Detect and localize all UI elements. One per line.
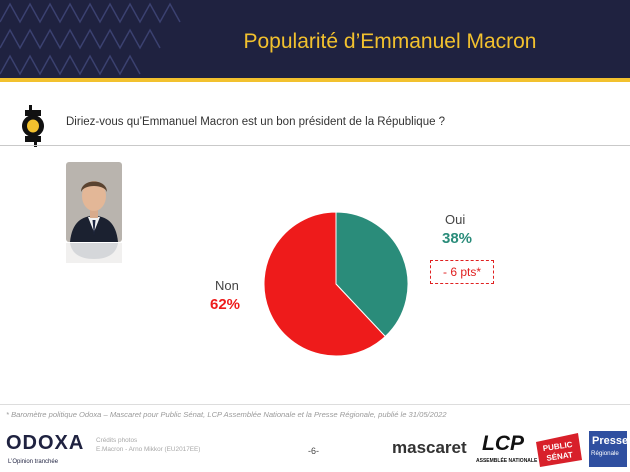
- page-number: -6-: [308, 446, 319, 456]
- presse-logo-text: Presse: [592, 435, 629, 447]
- value-label-oui: 38%: [442, 230, 473, 247]
- footnote-divider: [0, 404, 630, 405]
- header-banner: Popularité d’Emmanuel Macron: [0, 0, 630, 78]
- evolution-badge: - 6 pts*: [430, 260, 494, 284]
- header-pattern: [0, 2, 181, 76]
- public-senat-line-1: PUBLIC: [542, 440, 573, 453]
- legend-label-non: Non: [215, 278, 239, 293]
- regionale-logo-text: Régionale: [591, 450, 619, 457]
- header-divider: [0, 78, 630, 82]
- portrait-photo: [66, 162, 122, 242]
- pie-slice-non: [263, 211, 386, 357]
- footnote: * Baromètre politique Odoxa – Mascaret p…: [6, 410, 447, 419]
- credits-line-2: E.Macron - Arno Mikkor (EU2017EE): [96, 446, 201, 453]
- survey-question: Diriez-vous qu’Emmanuel Macron est un bo…: [66, 116, 446, 128]
- lcp-subtitle: ASSEMBLÉE NATIONALE: [476, 458, 538, 464]
- public-senat-line-2: SÉNAT: [546, 450, 574, 463]
- odoxa-question-icon: [22, 105, 44, 147]
- value-label-non: 62%: [210, 296, 241, 313]
- credits-line-1: Crédits photos: [96, 437, 138, 444]
- mascaret-logo: mascaret: [392, 438, 467, 457]
- public-senat-logo: PUBLIC SÉNAT: [536, 433, 582, 467]
- presse-regionale-logo: [589, 431, 627, 467]
- odoxa-logo: ODOXA: [6, 432, 85, 454]
- question-divider: [0, 145, 630, 146]
- footer: ODOXA L’Opinion tranchée Crédits photos …: [0, 426, 630, 472]
- pie-slice-oui: [335, 211, 409, 338]
- photo-credits: Crédits photos E.Macron - Arno Mikkor (E…: [96, 436, 200, 454]
- page-title: Popularité d’Emmanuel Macron: [243, 30, 537, 53]
- lcp-logo: LCP: [482, 432, 524, 455]
- legend-label-oui: Oui: [445, 212, 466, 227]
- odoxa-tagline: L’Opinion tranchée: [8, 459, 59, 465]
- portrait-reflection: [66, 243, 122, 263]
